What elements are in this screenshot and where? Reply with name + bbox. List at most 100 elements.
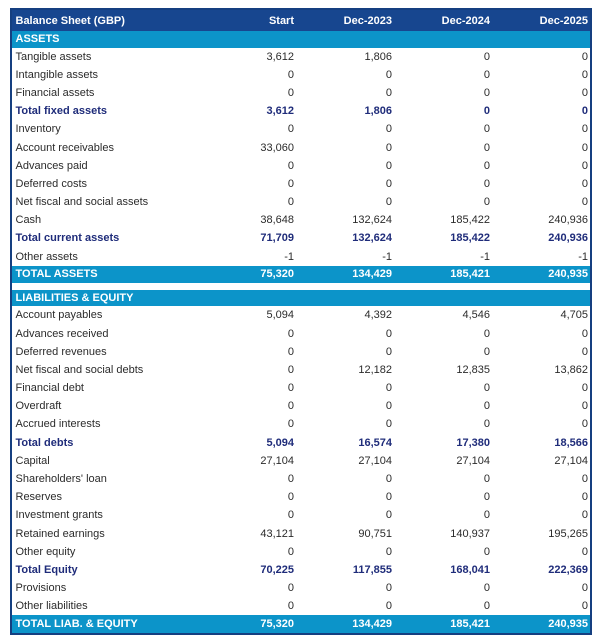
- cell-value: 3,612: [266, 105, 294, 118]
- row-label: Total Equity: [15, 563, 78, 576]
- table-title: Balance Sheet (GBP): [15, 14, 125, 27]
- cell-value: 0: [483, 68, 490, 81]
- cell-value: 38,648: [260, 214, 294, 227]
- row-label: Overdraft: [15, 400, 62, 413]
- table-row-other-equity: Other equity 0 0 0 0: [11, 542, 590, 561]
- cell-value: 0: [287, 582, 294, 595]
- row-label: ASSETS: [15, 33, 60, 46]
- cell-value: 0: [385, 345, 392, 358]
- cell-value: 75,320: [260, 268, 294, 281]
- table-row-tangible-assets: Tangible assets 3,612 1,806 0 0: [11, 47, 590, 66]
- cell-value: 0: [385, 177, 392, 190]
- table-row-shareholders-loan: Shareholders' loan 0 0 0 0: [11, 469, 590, 489]
- row-label: Capital: [15, 454, 50, 467]
- row-label: Deferred costs: [15, 177, 88, 190]
- cell-value: 0: [581, 382, 588, 395]
- row-label: Retained earnings: [15, 527, 105, 540]
- cell-value: 0: [483, 196, 490, 209]
- table-row-cash: Cash 38,648 132,624 185,422 240,936: [11, 211, 590, 230]
- cell-value: 0: [581, 123, 588, 136]
- row-label: Other assets: [15, 250, 78, 263]
- table-row-other-assets: Other assets -1 -1 -1 -1: [11, 247, 590, 266]
- row-label: Accrued interests: [15, 418, 101, 431]
- cell-value: 0: [581, 345, 588, 358]
- cell-value: 0: [581, 68, 588, 81]
- row-label: Account payables: [15, 309, 103, 322]
- table-row-total-current-assets: Total current assets 71,709 132,624 185,422…: [11, 229, 590, 248]
- row-label: Deferred revenues: [15, 345, 107, 358]
- section-header-assets: ASSETS: [11, 31, 590, 48]
- cell-value: 0: [581, 50, 588, 63]
- cell-value: 70,225: [260, 563, 294, 576]
- cell-value: 0: [385, 196, 392, 209]
- cell-value: 0: [581, 582, 588, 595]
- cell-value: 0: [287, 196, 294, 209]
- table-row-account-payables: Account payables 5,094 4,392 4,546 4,705: [11, 306, 590, 325]
- row-label: Net fiscal and social assets: [15, 196, 149, 209]
- table-row-total-fixed-assets: Total fixed assets 3,612 1,806 0 0: [11, 102, 590, 121]
- column-header-dec-2025: Dec-2025: [539, 14, 588, 27]
- cell-value: 0: [483, 400, 490, 413]
- cell-value: 0: [483, 345, 490, 358]
- cell-value: 0: [581, 177, 588, 190]
- cell-value: 0: [581, 86, 588, 99]
- cell-value: 0: [483, 159, 490, 172]
- table-row-net-fiscal-and-social-assets: Net fiscal and social assets 0 0 0 0: [11, 193, 590, 212]
- cell-value: 0: [483, 582, 490, 595]
- row-label: TOTAL ASSETS: [15, 268, 98, 281]
- row-label: TOTAL LIAB. & EQUITY: [15, 618, 138, 631]
- cell-value: 27,104: [554, 454, 588, 467]
- table-row-other-liabilities: Other liabilities 0 0 0 0: [11, 597, 590, 616]
- cell-value: 90,751: [358, 527, 392, 540]
- column-header-start: Start: [268, 14, 294, 27]
- cell-value: 0: [581, 327, 588, 340]
- row-label: Financial assets: [15, 86, 95, 99]
- table-row-capital: Capital 27,104 27,104 27,104 27,104: [11, 451, 590, 470]
- cell-value: 0: [581, 545, 588, 558]
- cell-value: 0: [385, 86, 392, 99]
- row-label: Inventory: [15, 123, 61, 136]
- cell-value: 0: [287, 600, 294, 613]
- cell-value: 0: [385, 473, 392, 486]
- cell-value: 0: [483, 327, 490, 340]
- row-label: Total debts: [15, 436, 74, 449]
- cell-value: 168,041: [450, 563, 490, 576]
- table-row-total-equity: Total Equity 70,225 117,855 168,041 222,369: [11, 560, 590, 580]
- cell-value: 0: [581, 105, 588, 118]
- cell-value: 71,709: [260, 232, 294, 245]
- row-label: Advances received: [15, 327, 109, 340]
- cell-value: 195,265: [548, 527, 588, 540]
- cell-value: 0: [385, 491, 392, 504]
- cell-value: 0: [385, 418, 392, 431]
- cell-value: 0: [287, 177, 294, 190]
- cell-value: 4,705: [560, 309, 588, 322]
- cell-value: 0: [581, 509, 588, 522]
- cell-value: 0: [287, 400, 294, 413]
- cell-value: 1,806: [364, 50, 392, 63]
- cell-value: -1: [284, 250, 294, 263]
- cell-value: 134,429: [352, 268, 392, 281]
- row-label: Tangible assets: [15, 50, 92, 63]
- cell-value: 0: [483, 600, 490, 613]
- cell-value: 43,121: [260, 527, 294, 540]
- cell-value: 0: [287, 363, 294, 376]
- cell-value: 0: [287, 159, 294, 172]
- table-row-accrued-interests: Accrued interests 0 0 0 0: [11, 415, 590, 434]
- cell-value: 0: [287, 86, 294, 99]
- cell-value: 33,060: [260, 141, 294, 154]
- cell-value: 0: [385, 141, 392, 154]
- cell-value: 0: [385, 400, 392, 413]
- total-row-total-liab-equity: TOTAL LIAB. & EQUITY 75,320 134,429 185,421…: [11, 615, 590, 633]
- cell-value: -1: [382, 250, 392, 263]
- cell-value: 4,546: [462, 309, 490, 322]
- cell-value: 0: [287, 68, 294, 81]
- table-row-financial-assets: Financial assets 0 0 0 0: [11, 83, 590, 103]
- cell-value: 0: [483, 509, 490, 522]
- cell-value: 0: [483, 491, 490, 504]
- table-row-total-debts: Total debts 5,094 16,574 17,380 18,566: [11, 433, 590, 452]
- table-row-deferred-revenues: Deferred revenues 0 0 0 0: [11, 342, 590, 361]
- table-row-provisions: Provisions 0 0 0 0: [11, 579, 590, 598]
- cell-value: 0: [287, 418, 294, 431]
- table-row-account-receivables: Account receivables 33,060 0 0 0: [11, 138, 590, 157]
- row-label: Provisions: [15, 582, 67, 595]
